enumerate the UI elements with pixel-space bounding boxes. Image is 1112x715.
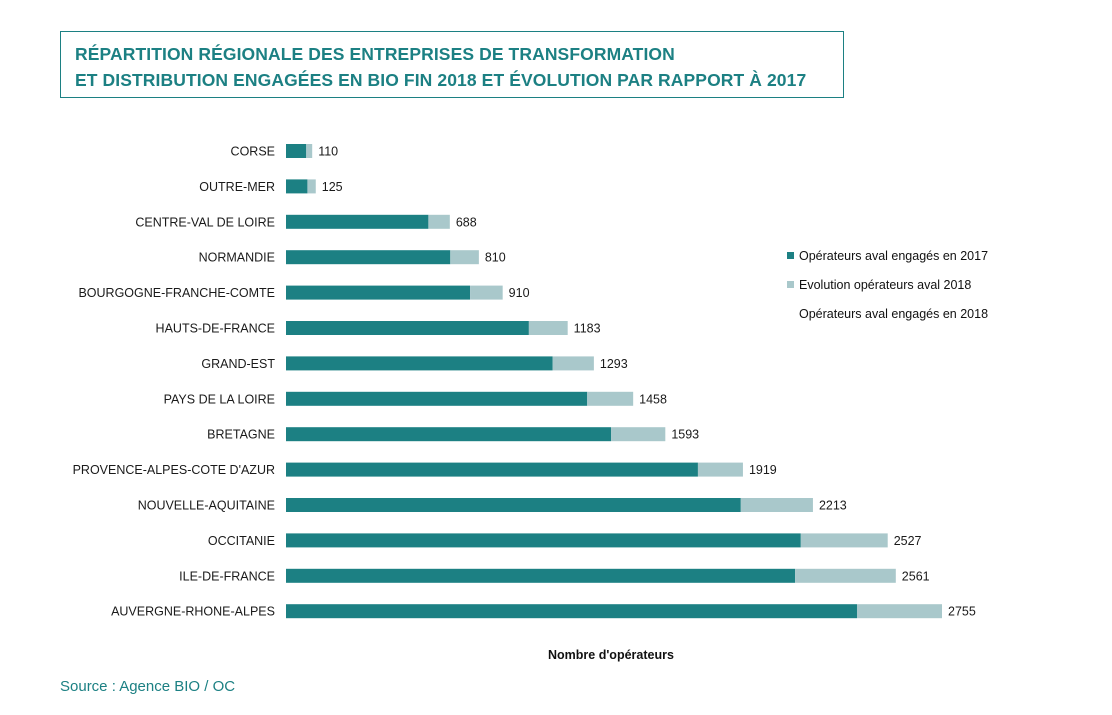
bar-2017 (286, 356, 553, 371)
legend-swatch-2018 (787, 310, 794, 317)
chart-title-box: RÉPARTITION RÉGIONALE DES ENTREPRISES DE… (60, 31, 844, 98)
bar-2017 (286, 498, 741, 512)
bar-evolution-2018 (307, 179, 316, 194)
bar-evolution-2018 (450, 250, 479, 265)
value-label-2018: 2561 (902, 569, 930, 583)
bar-evolution-2018 (552, 356, 594, 371)
category-label: AUVERGNE-RHONE-ALPES (111, 605, 275, 619)
legend-item-evolution: Evolution opérateurs aval 2018 (787, 270, 988, 299)
bar-2017 (286, 285, 471, 300)
category-label: GRAND-EST (201, 357, 275, 371)
category-label: HAUTS-DE-FRANCE (156, 322, 275, 336)
category-label: PROVENCE-ALPES-COTE D'AZUR (73, 463, 275, 477)
bar-evolution-2018 (856, 604, 942, 619)
bar-2017 (286, 321, 529, 335)
legend-item-2018: Opérateurs aval engagés en 2018 (787, 299, 988, 328)
bar-2017 (286, 250, 451, 265)
bar-2017 (286, 462, 698, 477)
bar-evolution-2018 (428, 214, 450, 229)
value-label-2018: 1458 (639, 392, 667, 406)
legend-label-evolution: Evolution opérateurs aval 2018 (799, 277, 972, 292)
source-note: Source : Agence BIO / OC (60, 678, 236, 695)
category-label: CORSE (231, 145, 275, 159)
legend-label-2017: Opérateurs aval engagés en 2017 (799, 248, 989, 263)
bar-2017 (286, 179, 308, 194)
bar-2017 (286, 568, 796, 583)
category-label: CENTRE-VAL DE LOIRE (135, 215, 275, 229)
bar-2017 (286, 144, 307, 158)
bar-evolution-2018 (306, 144, 313, 158)
category-label: NOUVELLE-AQUITAINE (138, 499, 275, 513)
value-label-2018: 910 (509, 286, 530, 300)
bar-evolution-2018 (740, 498, 813, 512)
value-label-2018: 688 (456, 215, 477, 229)
value-label-2018: 810 (485, 251, 506, 265)
value-label-2018: 2755 (948, 605, 976, 619)
category-label: ILE-DE-FRANCE (179, 569, 275, 583)
category-label: OUTRE-MER (199, 180, 275, 194)
bar-evolution-2018 (697, 462, 743, 477)
bar-evolution-2018 (528, 321, 568, 335)
legend-item-2017: Opérateurs aval engagés en 2017 (787, 241, 988, 270)
bar-2017 (286, 214, 429, 229)
bar-evolution-2018 (587, 391, 634, 406)
bar-2017 (286, 533, 801, 548)
legend-swatch-evolution (787, 281, 794, 288)
category-label: BRETAGNE (207, 428, 275, 442)
legend-label-2018: Opérateurs aval engagés en 2018 (799, 306, 989, 321)
bar-2017 (286, 604, 857, 619)
chart-legend: Opérateurs aval engagés en 2017 Evolutio… (787, 241, 988, 328)
value-label-2018: 1293 (600, 357, 628, 371)
bar-2017 (286, 427, 612, 442)
value-label-2018: 1919 (749, 463, 777, 477)
value-label-2018: 1183 (574, 322, 601, 336)
bar-evolution-2018 (611, 427, 666, 442)
value-label-2018: 125 (322, 180, 343, 194)
chart-title-line-2: ET DISTRIBUTION ENGAGÉES EN BIO FIN 2018… (75, 70, 807, 90)
value-label-2018: 110 (318, 145, 338, 159)
category-label: OCCITANIE (208, 534, 275, 548)
bar-evolution-2018 (800, 533, 888, 548)
chart-title-line-1: RÉPARTITION RÉGIONALE DES ENTREPRISES DE… (75, 44, 675, 64)
bar-2017 (286, 391, 588, 406)
bar-evolution-2018 (795, 568, 896, 583)
value-label-2018: 2527 (894, 534, 922, 548)
category-label: NORMANDIE (199, 251, 275, 265)
category-label: PAYS DE LA LOIRE (164, 392, 275, 406)
value-label-2018: 1593 (671, 428, 699, 442)
category-label: BOURGOGNE-FRANCHE-COMTE (78, 286, 275, 300)
legend-swatch-2017 (787, 252, 794, 259)
x-axis-label: Nombre d'opérateurs (548, 648, 674, 662)
bar-evolution-2018 (470, 285, 503, 300)
value-label-2018: 2213 (819, 499, 847, 513)
